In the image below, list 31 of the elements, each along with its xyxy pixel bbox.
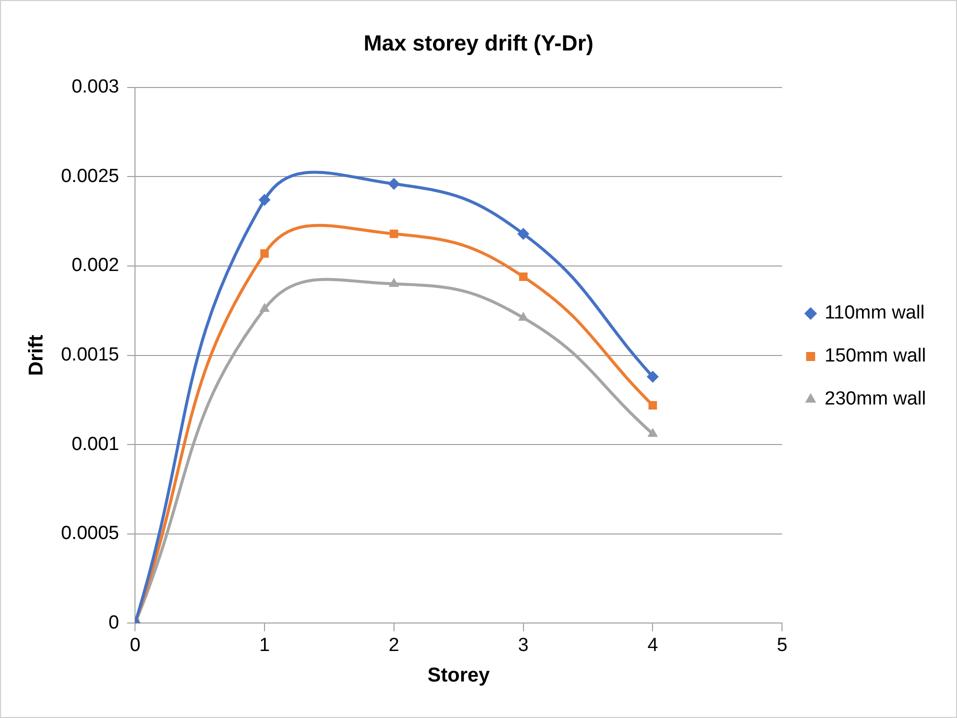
y-tick-label: 0.003 [72, 76, 120, 98]
x-tick-label: 1 [259, 634, 270, 656]
legend-label: 110mm wall [824, 302, 925, 324]
legend-label: 230mm wall [824, 388, 926, 410]
y-tick-label: 0.002 [72, 255, 120, 276]
x-tick-label: 0 [130, 634, 140, 656]
point [388, 178, 400, 190]
point [390, 230, 398, 238]
x-tick-label: 4 [647, 634, 658, 656]
point [519, 272, 528, 281]
point [258, 194, 271, 206]
y-tick-label: 0.0005 [60, 523, 120, 544]
point [260, 249, 269, 258]
point [388, 278, 400, 287]
point [648, 428, 658, 437]
y-tick-label: 0.0025 [60, 166, 120, 187]
x-tick-label: 2 [388, 634, 400, 656]
chart-title: Max storey drift (Y-Dr) [364, 30, 594, 56]
x-axis-title: Storey [428, 664, 491, 687]
point [518, 312, 529, 321]
y-tick-label: 0.0015 [60, 344, 120, 366]
x-tick-label: 3 [518, 634, 529, 656]
y-tick-label: 0 [108, 612, 120, 634]
point [517, 228, 530, 240]
x-tick-label: 5 [776, 634, 788, 656]
point [646, 370, 659, 383]
point [648, 401, 657, 410]
y-axis-title: Drift [26, 334, 48, 376]
y-tick-label: 0.001 [72, 434, 120, 455]
legend-label: 150mm wall [824, 346, 926, 367]
point [259, 302, 270, 312]
